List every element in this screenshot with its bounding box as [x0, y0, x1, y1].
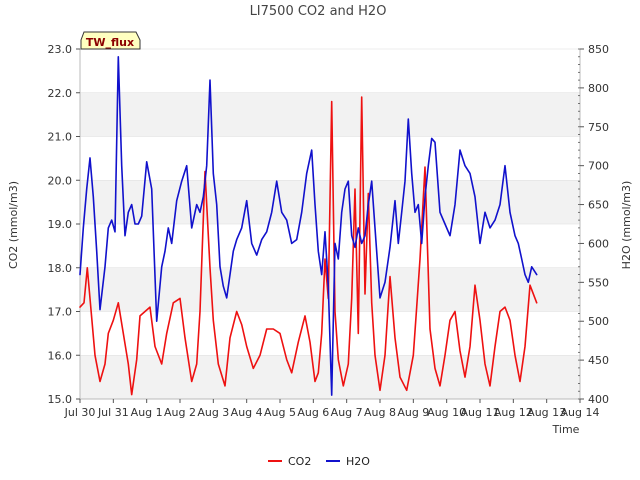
- badge-label: TW_flux: [86, 36, 134, 49]
- x-tick-label: Aug 10: [427, 406, 466, 419]
- legend-label-h2o: H2O: [346, 455, 370, 468]
- y-left-tick-label: 21.0: [48, 131, 73, 144]
- y-left-tick-label: 18.0: [48, 262, 73, 275]
- y-axis-right: 400 450 500 550 600 650 700 750 800 850: [578, 43, 609, 406]
- y-right-tick-label: 850: [588, 43, 609, 56]
- x-axis: Jul 30 Jul 31 Aug 1 Aug 2 Aug 3 Aug 4 Aug 5 Aug…: [64, 399, 600, 419]
- x-tick-label: Aug 6: [297, 406, 329, 419]
- y-right-tick-label: 650: [588, 199, 609, 212]
- badge-box: [80, 31, 141, 50]
- x-tick-label: Aug 13: [527, 406, 566, 419]
- series-line-co2: [79, 96, 538, 396]
- x-tick-label: Aug 5: [264, 406, 296, 419]
- grid-band: [80, 49, 580, 93]
- y-right-tick-label: 600: [588, 237, 609, 250]
- y-right-tick-label: 750: [588, 121, 609, 134]
- y-left-tick-label: 16.0: [48, 349, 73, 362]
- grid-band: [80, 92, 580, 137]
- x-tick-label: Jul 30: [64, 406, 96, 419]
- y-left-tick-label: 17.0: [48, 306, 73, 319]
- y-right-tick-label: 500: [588, 315, 609, 328]
- x-tick-label: Aug 9: [397, 406, 429, 419]
- x-tick-label: Aug 14: [561, 406, 600, 419]
- x-tick-label: Aug 12: [494, 406, 533, 419]
- y-left-tick-label: 22.0: [48, 87, 73, 100]
- x-tick-label: Aug 8: [364, 406, 396, 419]
- y-right-tick-label: 450: [588, 354, 609, 367]
- y-left-tick-label: 19.0: [48, 218, 73, 231]
- y-left-tick-label: 23.0: [48, 43, 73, 56]
- y-right-tick-label: 700: [588, 160, 609, 173]
- chart-title: LI7500 CO2 and H2O: [250, 4, 387, 19]
- x-tick-label: Aug 3: [197, 406, 229, 419]
- y-right-tick-label: 400: [588, 393, 609, 406]
- x-tick-label: Aug 7: [331, 406, 363, 419]
- x-tick-label: Jul 31: [97, 406, 129, 419]
- legend: CO2 H2O: [268, 455, 370, 468]
- y-axis-right-label: H2O (mmol/m3): [620, 181, 633, 270]
- y-left-tick-label: 20.0: [48, 174, 73, 187]
- legend-label-co2: CO2: [288, 455, 311, 468]
- series-layer: [79, 55, 538, 396]
- y-axis-left-label: CO2 (mmol/m3): [7, 181, 20, 269]
- x-tick-label: Aug 1: [131, 406, 163, 419]
- y-right-tick-label: 800: [588, 82, 609, 95]
- x-tick-label: Aug 2: [164, 406, 196, 419]
- series-line-h2o: [79, 55, 538, 396]
- y-axis-left: 15.0 16.0 17.0 18.0 19.0 20.0 21.0 22.0 23.0: [48, 43, 80, 406]
- grid-band: [80, 267, 580, 312]
- x-tick-label: Aug 4: [231, 406, 263, 419]
- x-axis-label: Time: [552, 423, 580, 436]
- x-tick-label: Aug 11: [461, 406, 500, 419]
- y-right-tick-label: 550: [588, 276, 609, 289]
- y-left-tick-label: 15.0: [48, 393, 73, 406]
- tw-flux-badge: TW_flux: [80, 31, 141, 50]
